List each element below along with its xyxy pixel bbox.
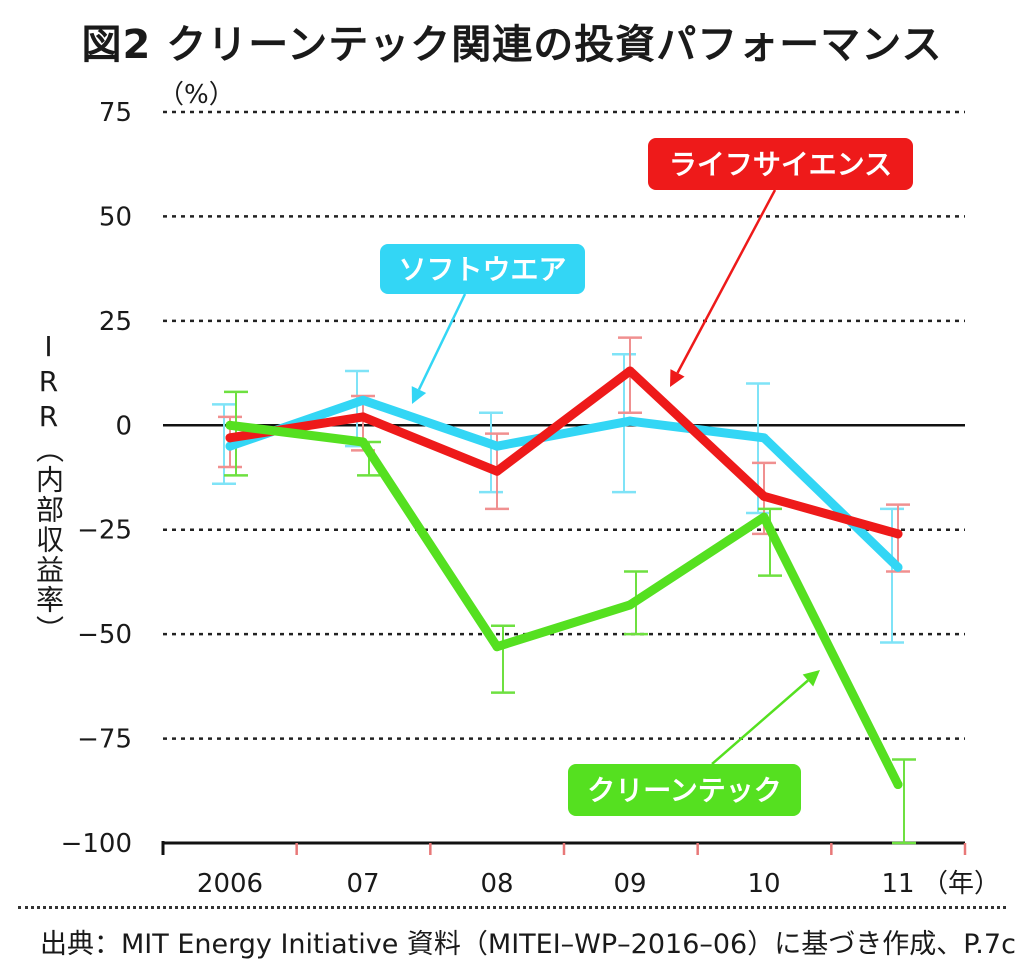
y-tick-label: 25: [99, 307, 132, 337]
y-tick-label: −75: [77, 725, 132, 755]
data-point: [492, 441, 502, 451]
data-point: [225, 441, 235, 451]
callout-arrow: [676, 189, 777, 374]
data-point: [625, 366, 635, 376]
tick-labels: 75 50 25 0 −25 −50 −75 −100 2006 07 08 09 10 11 （年）: [61, 98, 1000, 899]
y-tick-label: 75: [99, 98, 132, 128]
y-tick-label: 0: [115, 411, 132, 441]
data-point: [625, 600, 635, 610]
cleantech-line: [225, 420, 903, 790]
source-note: 出典：MIT Energy Initiative 資料（MITEI–WP–201…: [40, 929, 1016, 960]
cleantech-callout: クリーンテック: [568, 670, 820, 816]
source-separator: [18, 906, 1006, 909]
x-axis-unit: （年）: [922, 869, 1000, 899]
callout-label: ソフトウエア: [398, 253, 566, 286]
data-point: [625, 416, 635, 426]
data-point: [358, 412, 368, 422]
software-callout: ソフトウエア: [380, 244, 585, 404]
data-point: [358, 395, 368, 405]
callout-box: [380, 244, 585, 294]
y-tick-label: 50: [99, 202, 132, 232]
y-axis-unit: （%）: [158, 80, 235, 110]
callout-arrowhead: [670, 369, 685, 387]
callout-box: [648, 138, 913, 190]
chart-title: 図2 クリーンテック関連の投資パフォーマンス: [81, 22, 943, 68]
x-tick-label: 08: [480, 869, 513, 899]
data-point: [225, 433, 235, 443]
x-tick-label: 2006: [197, 869, 263, 899]
series-lines: [225, 366, 903, 790]
data-point: [358, 437, 368, 447]
callout-arrowhead: [802, 670, 820, 687]
data-point: [492, 642, 502, 652]
callout-arrow: [417, 293, 467, 391]
y-axis-label: IRR（内部収益率）: [32, 330, 65, 645]
x-tick-label: 10: [747, 869, 780, 899]
data-point: [759, 512, 769, 522]
x-tick-label: 11: [881, 869, 914, 899]
data-point: [759, 433, 769, 443]
data-point: [492, 466, 502, 476]
life-science-line: [225, 366, 903, 539]
x-tick-label: 09: [613, 869, 646, 899]
x-tick-label: 07: [346, 869, 379, 899]
axes: [161, 424, 967, 855]
callout-label: ライフサイエンス: [669, 148, 892, 181]
data-point: [893, 780, 903, 790]
data-point: [893, 529, 903, 539]
data-point: [893, 562, 903, 572]
data-point: [225, 420, 235, 430]
callout-box: [568, 764, 801, 816]
y-tick-label: −100: [61, 829, 132, 859]
software-line: [225, 395, 903, 572]
y-tick-label: −50: [77, 620, 132, 650]
callout-arrow: [711, 679, 809, 765]
y-tick-label: −25: [77, 516, 132, 546]
gridlines: [163, 110, 965, 740]
data-point: [759, 491, 769, 501]
life-science-callout: ライフサイエンス: [648, 138, 913, 387]
callout-label: クリーンテック: [587, 774, 782, 807]
callout-arrowhead: [411, 386, 427, 404]
